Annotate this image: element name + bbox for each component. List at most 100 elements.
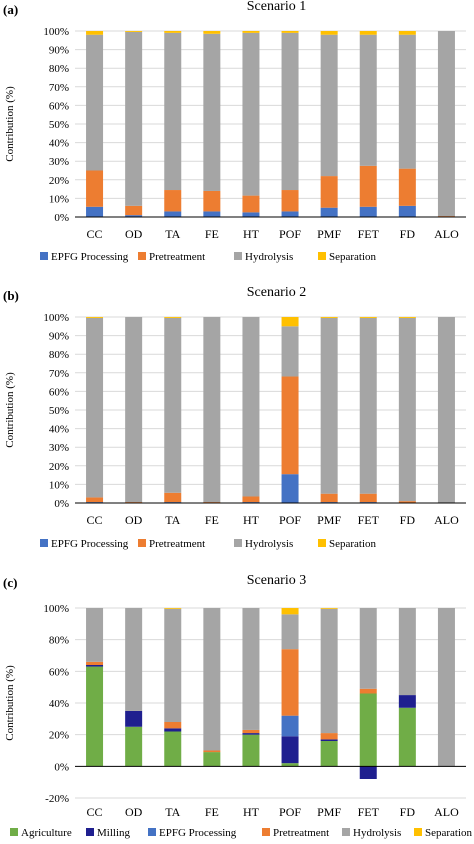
bar-segment xyxy=(242,729,260,734)
bar-segment xyxy=(125,205,143,216)
legend-label: EPFG Processing xyxy=(51,538,129,550)
y-tick-label: 30% xyxy=(49,156,69,168)
x-tick-label: TA xyxy=(165,227,180,241)
x-tick-label: TA xyxy=(165,805,180,819)
bar-segment xyxy=(359,317,377,318)
legend-swatch xyxy=(40,539,48,547)
bar-segment xyxy=(164,211,182,217)
bar-segment xyxy=(86,666,104,767)
bar-segment xyxy=(203,608,221,751)
bar-segment xyxy=(164,608,182,722)
bar-segment xyxy=(242,608,260,730)
bar-segment xyxy=(203,752,221,767)
y-tick-label: 100% xyxy=(43,603,69,615)
bar-segment xyxy=(398,31,416,35)
legend-label: Hydrolysis xyxy=(245,538,293,550)
y-tick-label: 90% xyxy=(49,331,69,343)
chart-panel-2: (b) Scenario 2 Contribution (%) 0% 10% 20% 30%… xyxy=(3,285,466,550)
legend-swatch xyxy=(318,539,326,547)
bar-segment xyxy=(125,608,143,711)
bar-segment xyxy=(164,728,182,732)
bar-segment xyxy=(437,31,455,217)
bar-segment xyxy=(125,215,143,217)
bar-segment xyxy=(125,317,143,503)
bar-segment xyxy=(203,317,221,503)
y-tick-label: 80% xyxy=(49,63,69,75)
bar-segment xyxy=(398,168,416,206)
bar-segment xyxy=(86,497,104,503)
y-tick-label: 80% xyxy=(49,349,69,361)
legend-swatch xyxy=(414,828,422,836)
bar-segment xyxy=(242,496,260,503)
bar-segment xyxy=(320,733,338,740)
bar-segment xyxy=(320,317,338,318)
bar-segment xyxy=(164,190,182,212)
x-tick-label: ALO xyxy=(434,805,459,819)
bar-segment xyxy=(242,212,260,217)
bar-segment xyxy=(359,34,377,166)
panel-label: (b) xyxy=(3,288,19,303)
y-tick-label: 40% xyxy=(49,424,69,436)
y-tick-label: 60% xyxy=(49,666,69,678)
bar-segment xyxy=(281,211,299,217)
y-tick-label: 20% xyxy=(49,175,69,187)
x-tick-label: FE xyxy=(205,513,219,527)
bar-segment xyxy=(164,722,182,729)
bar-segment xyxy=(242,734,260,767)
y-tick-label: 70% xyxy=(49,82,69,94)
bar-segment xyxy=(320,741,338,767)
bar-segment xyxy=(125,710,143,727)
chart-title: Scenario 2 xyxy=(247,285,306,300)
legend-swatch xyxy=(86,828,94,836)
bar-segment xyxy=(164,317,182,493)
y-tick-label: 50% xyxy=(49,119,69,131)
x-tick-label: ALO xyxy=(434,513,459,527)
panel-label: (c) xyxy=(3,575,17,590)
y-tick-label: 60% xyxy=(49,386,69,398)
bar-segment xyxy=(242,31,260,33)
bar-segment xyxy=(281,376,299,475)
bar-segment xyxy=(359,317,377,494)
bar-segment xyxy=(164,492,182,503)
legend-swatch xyxy=(234,539,242,547)
legend-label: Separation xyxy=(329,251,377,263)
bar-segment xyxy=(86,317,104,318)
bar-segment xyxy=(398,501,416,503)
bar-segment xyxy=(320,176,338,208)
legend-label: Separation xyxy=(425,827,473,839)
bar-segment xyxy=(320,31,338,35)
bar-segment xyxy=(437,317,455,503)
bar-segment xyxy=(86,31,104,35)
legend-swatch xyxy=(234,252,242,260)
y-axis-label: Contribution (%) xyxy=(4,665,16,741)
bar-segment xyxy=(203,750,221,753)
bar-segment xyxy=(86,665,104,667)
bar-segment xyxy=(320,34,338,177)
bar-segment xyxy=(359,493,377,503)
x-tick-label: PMF xyxy=(317,805,341,819)
y-tick-label: 100% xyxy=(43,312,69,324)
x-tick-label: FD xyxy=(400,227,416,241)
bar-segment xyxy=(359,165,377,207)
legend-swatch xyxy=(148,828,156,836)
x-tick-label: FD xyxy=(400,513,416,527)
bar-segment xyxy=(281,763,299,767)
bar-segment xyxy=(359,608,377,689)
legend-label: Pretreatment xyxy=(149,538,205,550)
legend-label: Pretreatment xyxy=(149,251,205,263)
bar-segment xyxy=(164,31,182,33)
bar-segment xyxy=(86,170,104,207)
y-tick-label: 20% xyxy=(49,730,69,742)
bar-segment xyxy=(437,608,455,767)
y-tick-label: 50% xyxy=(49,405,69,417)
y-tick-label: 10% xyxy=(49,193,69,205)
bar-segment xyxy=(281,614,299,650)
bar-segment xyxy=(320,493,338,503)
y-axis-label: Contribution (%) xyxy=(4,372,16,448)
x-tick-label: POF xyxy=(279,227,301,241)
y-tick-label: 30% xyxy=(49,442,69,454)
y-tick-label: 0% xyxy=(54,761,69,773)
bar-segment xyxy=(242,733,260,735)
y-axis-label: Contribution (%) xyxy=(4,86,16,162)
